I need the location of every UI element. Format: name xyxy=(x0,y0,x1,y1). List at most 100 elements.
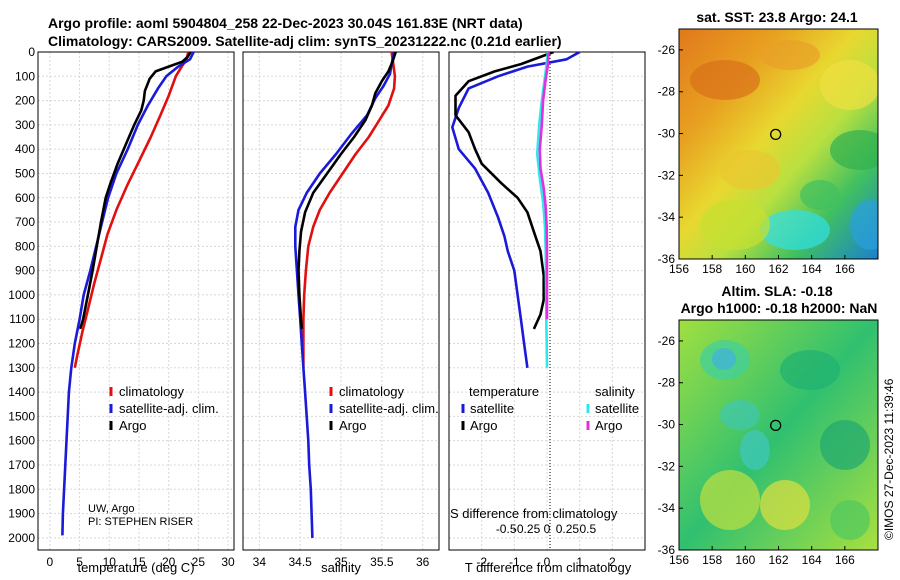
map-y-tick-label: -36 xyxy=(658,252,676,266)
temperature-series xyxy=(61,52,195,536)
series-line-climatology xyxy=(302,52,397,368)
x-tick-label: 0 xyxy=(47,555,54,569)
sst-texture xyxy=(760,40,820,70)
legend-label: Argo xyxy=(119,418,146,433)
y-tick-label: 0 xyxy=(28,45,35,59)
salinity-panel: 34 34.5 35 35.5 36 salinity climatology satel… xyxy=(242,51,440,575)
map-x-tick-label: 158 xyxy=(702,262,722,276)
x-tick-label: 34 xyxy=(253,555,267,569)
sla-texture xyxy=(780,350,840,390)
salinity-axes-frame xyxy=(242,51,440,551)
y-tick-label: 900 xyxy=(15,264,35,278)
legend-label: Argo xyxy=(339,418,366,433)
y-tick-label: 1100 xyxy=(9,312,35,326)
map-x-tick-label: 156 xyxy=(669,262,689,276)
sla-argo-location-marker xyxy=(770,419,782,432)
s-difference-ticks: -0.5-0.25 0 0.25 0.5 xyxy=(496,522,597,536)
y-tick-label: 400 xyxy=(15,142,35,156)
sst-texture xyxy=(690,60,760,100)
map-x-tick-label: 160 xyxy=(735,262,755,276)
map-x-tick-label: 166 xyxy=(835,262,855,276)
y-tick-label: 1700 xyxy=(8,458,35,472)
salinity-legend: climatology satellite-adj. clim. Argo xyxy=(329,384,439,433)
map-x-tick-label: 164 xyxy=(802,262,822,276)
x-tick-label: 34.5 xyxy=(288,555,312,569)
sla-texture xyxy=(830,500,870,540)
legend-label: climatology xyxy=(119,384,185,399)
y-tick-label: 1800 xyxy=(8,482,35,496)
temperature-ticks: 0100200300400500600700800900100011001200… xyxy=(8,45,235,569)
map-x-tick-label: 162 xyxy=(768,553,788,567)
x-tick-label: 10 xyxy=(103,555,117,569)
y-tick-label: 300 xyxy=(15,118,35,132)
difference-ticks: -2 -1 0 1 2 xyxy=(476,555,616,569)
series-line-climatology xyxy=(73,52,190,369)
sla-texture xyxy=(760,480,810,530)
y-tick-label: 200 xyxy=(15,94,35,108)
y-tick-label: 1400 xyxy=(8,385,35,399)
y-tick-label: 600 xyxy=(15,191,35,205)
figure-title-line1: Argo profile: aoml 5904804_258 22-Dec-20… xyxy=(48,15,523,31)
sla-texture xyxy=(740,430,770,470)
map-y-tick-label: -26 xyxy=(658,43,676,57)
x-tick-label: -1 xyxy=(509,555,520,569)
x-tick-label: 25 xyxy=(192,555,206,569)
credit-line-1: UW, Argo xyxy=(88,503,134,515)
map-y-tick-label: -32 xyxy=(658,168,676,182)
sla-texture xyxy=(712,348,736,370)
series-line-salinity-argo xyxy=(538,52,550,320)
sst-texture xyxy=(830,130,878,170)
t-difference-xlabel: T difference from climatology xyxy=(465,560,632,575)
y-tick-label: 2000 xyxy=(8,531,35,545)
s-diff-tick-label: 0 xyxy=(544,522,551,536)
x-tick-label: 5 xyxy=(76,555,83,569)
sst-texture xyxy=(760,210,830,250)
series-line-argo xyxy=(78,52,192,330)
sst-texture xyxy=(700,200,770,250)
sst-map-panel: sat. SST: 23.8 Argo: 24.1 156 158 160 162 16… xyxy=(658,9,879,276)
legend-group-temperature: temperature xyxy=(469,384,539,399)
sla-field-detail xyxy=(700,340,870,540)
sst-map-title: sat. SST: 23.8 Argo: 24.1 xyxy=(696,9,858,25)
legend-label: climatology xyxy=(339,384,405,399)
map-x-tick-label: 160 xyxy=(735,553,755,567)
x-tick-label: 36 xyxy=(416,555,430,569)
s-difference-label: S difference from climatology xyxy=(450,506,618,521)
sst-texture xyxy=(820,60,878,110)
x-tick-label: 35.5 xyxy=(370,555,394,569)
map-x-tick-label: 158 xyxy=(702,553,722,567)
x-tick-label: 15 xyxy=(132,555,146,569)
y-tick-label: 1300 xyxy=(8,361,35,375)
map-x-tick-label: 162 xyxy=(768,262,788,276)
x-tick-label: 35 xyxy=(334,555,348,569)
x-tick-label: 2 xyxy=(609,555,616,569)
x-tick-label: 30 xyxy=(221,555,235,569)
sla-texture xyxy=(720,400,760,430)
legend-label: satellite-adj. clim. xyxy=(119,401,219,416)
map-x-tick-label: 164 xyxy=(802,553,822,567)
map-y-tick-label: -34 xyxy=(658,501,676,515)
x-tick-label: 0 xyxy=(544,555,551,569)
series-line-satellite-adj-clim- xyxy=(61,52,195,536)
sst-argo-location-marker xyxy=(770,128,782,141)
series-line-temperature-satellite xyxy=(451,52,581,368)
salinity-xlabel: salinity xyxy=(321,560,361,575)
legend-label: satellite xyxy=(595,401,639,416)
map-y-tick-label: -34 xyxy=(658,210,676,224)
x-tick-label: 20 xyxy=(162,555,176,569)
y-tick-label: 800 xyxy=(15,239,35,253)
imos-timestamp: ©IMOS 27-Dec-2023 11:39:46 xyxy=(882,378,896,540)
sla-texture xyxy=(820,420,870,470)
s-diff-tick-label: -0.25 xyxy=(513,522,541,536)
figure-title-line2: Climatology: CARS2009. Satellite-adj cli… xyxy=(48,33,562,49)
salinity-grid xyxy=(243,51,439,550)
legend-label: Argo xyxy=(595,418,622,433)
legend-label: satellite-adj. clim. xyxy=(339,401,439,416)
map-y-tick-label: -26 xyxy=(658,334,676,348)
x-tick-label: 1 xyxy=(576,555,583,569)
sla-map-panel: Altim. SLA: -0.18 Argo h1000: -0.18 h200… xyxy=(658,283,879,567)
temperature-axes-frame xyxy=(37,51,235,551)
sla-map-subtitle: Argo h1000: -0.18 h2000: NaN xyxy=(681,300,878,316)
y-tick-label: 1200 xyxy=(8,337,35,351)
